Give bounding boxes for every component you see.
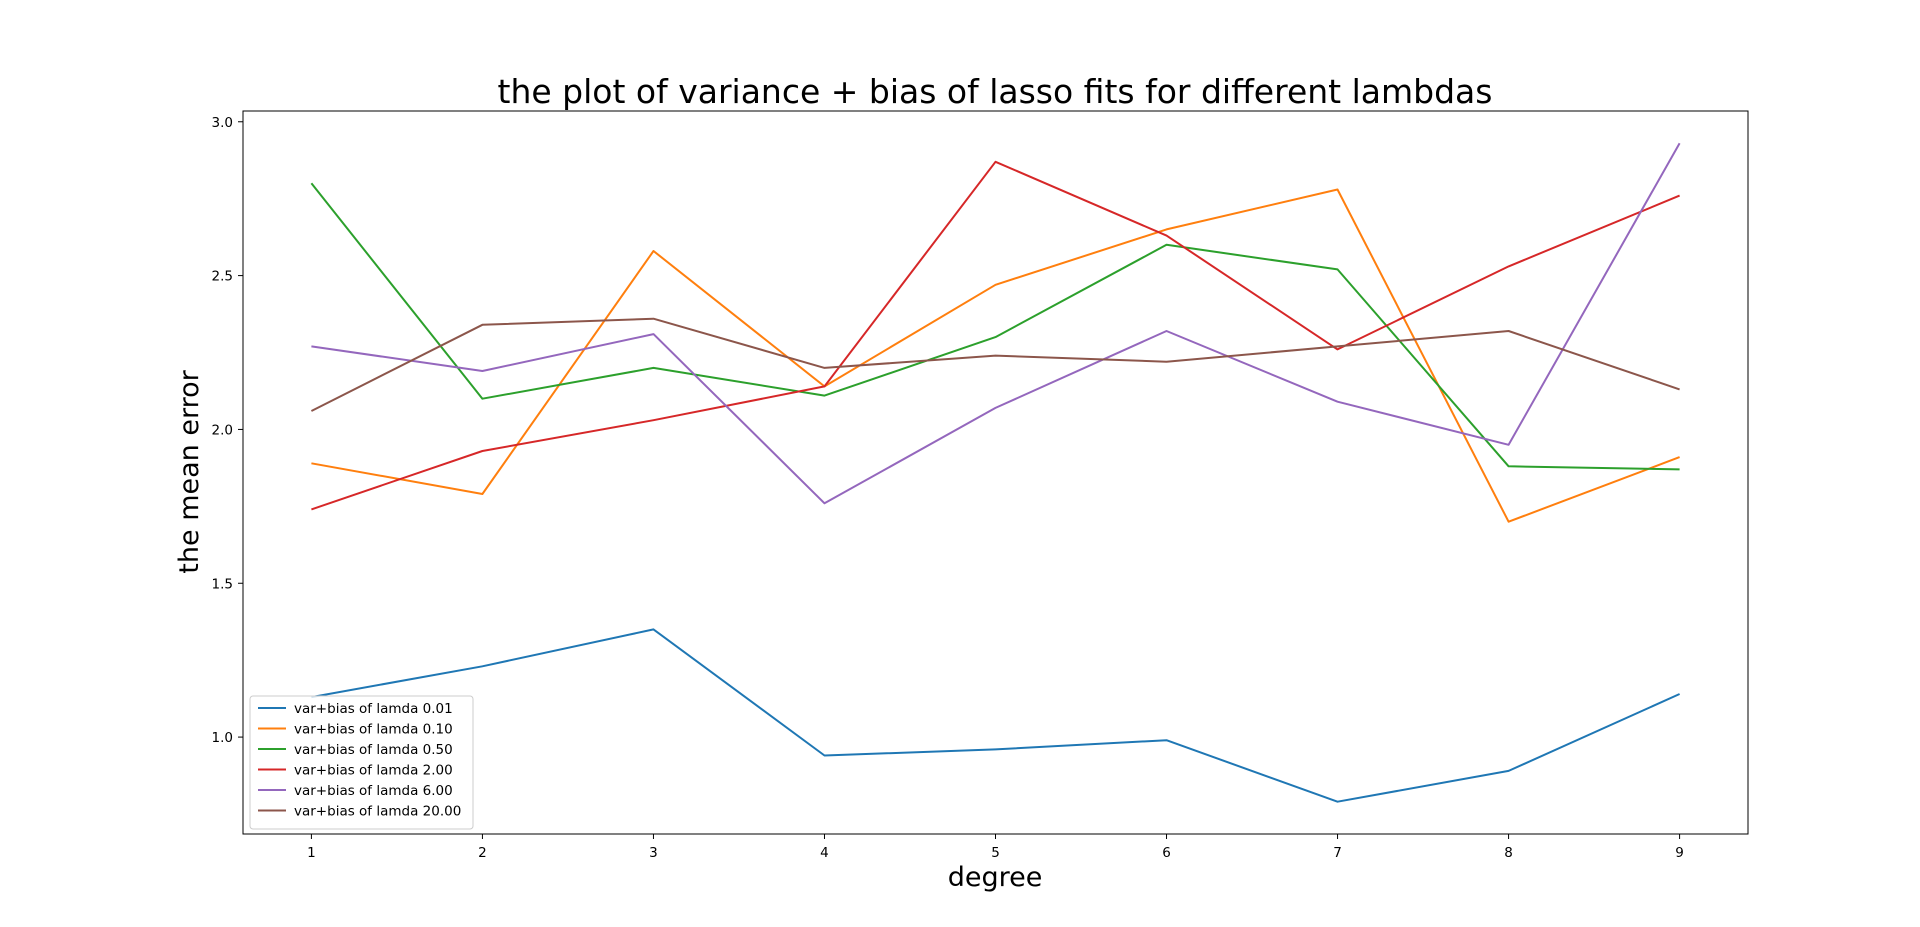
x-tick-label: 5 — [991, 845, 1000, 861]
x-tick-label: 3 — [649, 845, 658, 861]
y-tick-label: 1.5 — [212, 576, 233, 592]
series-line-5 — [310, 317, 1680, 412]
y-tick-label: 2.0 — [212, 422, 233, 438]
legend-entry: var+bias of lamda 20.00 — [294, 804, 461, 820]
x-axis: 1 2 3 4 5 6 7 8 9 — [307, 834, 1684, 861]
x-tick-label: 7 — [1333, 845, 1342, 861]
series-line-4 — [311, 142, 1681, 505]
x-tick-label: 8 — [1504, 845, 1513, 861]
legend-entry: var+bias of lamda 0.01 — [294, 701, 453, 717]
legend: var+bias of lamda 0.01 var+bias of lamda … — [249, 695, 474, 830]
series-line-0 — [311, 628, 1681, 803]
legend-entry: var+bias of lamda 0.50 — [294, 742, 453, 758]
x-tick-label: 9 — [1675, 845, 1684, 861]
x-tick-label: 1 — [307, 845, 316, 861]
x-tick-label: 2 — [478, 845, 487, 861]
legend-box — [249, 695, 474, 830]
chart-title: the plot of variance + bias of lasso fit… — [498, 72, 1493, 111]
legend-entry: var+bias of lamda 2.00 — [294, 763, 453, 779]
legend-entry: var+bias of lamda 0.10 — [294, 722, 453, 738]
x-tick-label: 4 — [820, 845, 829, 861]
x-tick-label: 6 — [1162, 845, 1171, 861]
series-line-3 — [311, 160, 1680, 511]
series-line-2 — [310, 182, 1680, 471]
series-lines — [310, 142, 1681, 803]
y-axis-label: the mean error — [174, 369, 205, 573]
y-tick-label: 1.0 — [212, 730, 233, 746]
series-line-1 — [311, 188, 1680, 523]
y-tick-label: 3.0 — [212, 115, 233, 131]
y-tick-label: 2.5 — [212, 269, 233, 285]
x-axis-label: degree — [948, 862, 1043, 893]
legend-entry: var+bias of lamda 6.00 — [294, 783, 453, 799]
y-axis: 1.0 1.5 2.0 2.5 3.0 — [212, 115, 243, 746]
